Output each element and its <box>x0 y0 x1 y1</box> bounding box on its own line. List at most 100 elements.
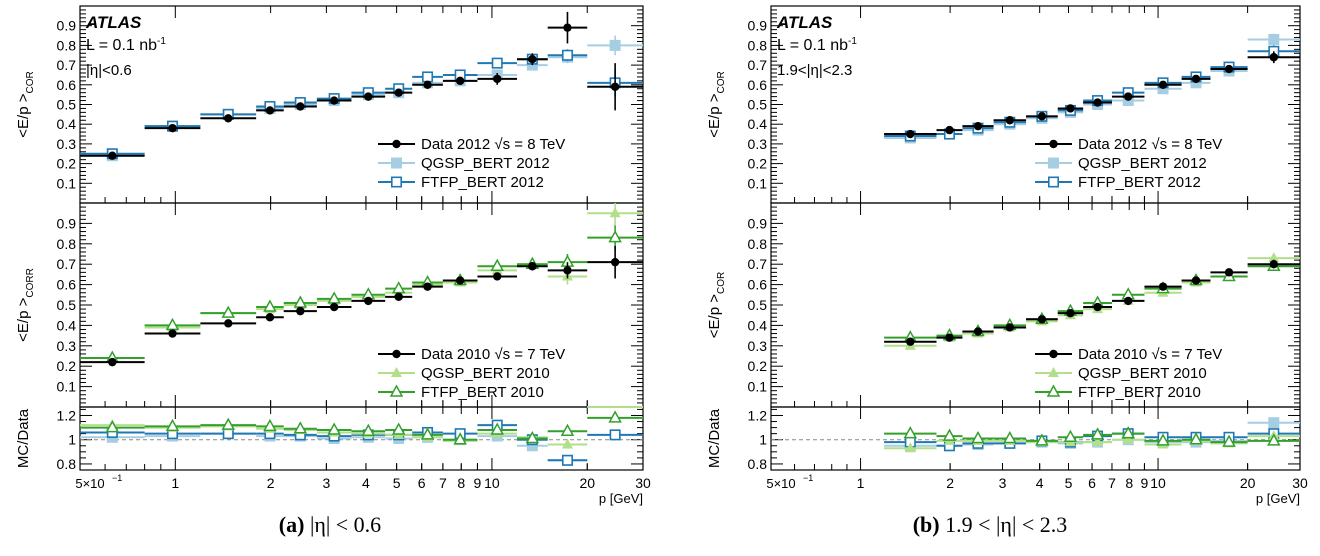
legend-marker <box>1048 157 1059 169</box>
data-point <box>973 327 983 336</box>
data-point <box>945 333 954 342</box>
legend: Data 2012 √s = 8 TeV QGSP_BERT 2012 FTFP_B… <box>378 136 565 191</box>
data-point <box>609 39 621 51</box>
data-point <box>906 129 915 139</box>
data-point <box>1005 323 1015 332</box>
y-tick-label: 0.8 <box>748 456 768 472</box>
y-tick-label: 0.1 <box>57 175 77 191</box>
series-Data 2012 √s = 8 TeV <box>80 11 643 160</box>
x-tick-label: 6 <box>418 475 426 491</box>
legend-marker <box>390 176 402 188</box>
data-point <box>608 410 622 423</box>
x-tick-label: 10 <box>1150 475 1166 491</box>
data-point <box>1189 432 1203 445</box>
y-tick-label: 1.2 <box>748 407 768 423</box>
data-point <box>493 74 502 84</box>
x-tick-label: 4 <box>362 475 370 491</box>
legend-marker <box>1048 176 1060 188</box>
data-point <box>971 430 985 444</box>
data-point <box>1267 433 1281 446</box>
data-point <box>1224 64 1234 74</box>
y-tick-label: 0.3 <box>748 136 768 152</box>
subfigure-0: 0.10.20.30.40.50.60.70.80.9<E/p >CORData… <box>15 5 651 506</box>
legend-label: QGSP_BERT 2012 <box>1078 155 1207 172</box>
y-tick-label: 0.7 <box>57 256 77 272</box>
data-point <box>491 57 503 69</box>
data-point <box>221 417 236 430</box>
y-tick-label: 0.8 <box>748 236 768 252</box>
data-point <box>108 151 117 160</box>
data-point <box>525 430 540 444</box>
y-tick-label: 1 <box>68 432 76 448</box>
y-axis-label-sub: COR <box>716 71 727 93</box>
luminosity-exponent: -1 <box>157 36 166 47</box>
data-point <box>1093 98 1102 107</box>
panel-0-2: 0.8 1 1.2 MC/Data <box>15 406 644 472</box>
data-point <box>420 427 435 440</box>
legend-marker <box>391 367 402 377</box>
data-point <box>455 76 465 86</box>
y-tick-label: 0.1 <box>748 379 768 395</box>
luminosity-label: L = 0.1 nb-1 <box>86 36 166 54</box>
x-tick-label: 5×10 <box>766 476 795 491</box>
y-axis-label-main: <E/p > <box>706 93 723 137</box>
x-tick-label: 8 <box>1125 475 1133 491</box>
panel-frame <box>770 202 1301 408</box>
atlas-label: ATLAS <box>85 13 142 32</box>
data-point <box>364 296 373 306</box>
y-tick-label: 0.1 <box>748 175 768 191</box>
series-QGSP_BERT 2012 <box>884 33 1300 144</box>
y-tick-label: 0.9 <box>57 215 77 231</box>
data-point <box>609 207 621 218</box>
y-tick-label: 0.5 <box>748 97 768 113</box>
data-point <box>263 299 277 312</box>
y-axis-label: MC/Data <box>15 408 32 468</box>
y-tick-label: 0.4 <box>748 317 768 333</box>
series-Data 2010 √s = 7 TeV <box>884 260 1300 346</box>
y-tick-label: 0.8 <box>57 236 77 252</box>
data-point <box>296 102 305 111</box>
data-point <box>361 423 376 436</box>
data-point <box>364 92 373 101</box>
data-point <box>1066 104 1075 113</box>
y-tick-label: 0.7 <box>57 57 77 73</box>
data-point <box>1037 315 1047 324</box>
y-tick-label: 0.6 <box>57 77 77 93</box>
data-point <box>165 418 180 432</box>
data-point <box>561 438 573 449</box>
data-point <box>1121 426 1135 439</box>
series-Data 2010 √s = 7 TeV <box>80 245 643 367</box>
data-point <box>394 88 403 97</box>
y-tick-label: 0.7 <box>748 256 768 272</box>
data-point <box>1124 296 1133 306</box>
series-Data 2012 √s = 8 TeV <box>884 51 1300 139</box>
y-tick-label: 0.4 <box>57 116 77 132</box>
data-point <box>610 257 620 267</box>
eta-range-label: 1.9<|η|<2.3 <box>777 62 852 79</box>
data-point <box>904 442 916 453</box>
x-tick-label: 3 <box>999 475 1007 491</box>
legend-marker <box>1046 384 1061 397</box>
data-point <box>945 125 954 135</box>
data-point <box>168 329 177 338</box>
data-point <box>1003 430 1017 444</box>
legend-marker <box>1049 349 1058 359</box>
luminosity-label: L = 0.1 nb-1 <box>777 36 857 54</box>
legend-label: FTFP_BERT 2012 <box>1078 174 1201 191</box>
y-tick-label: 0.6 <box>748 277 768 293</box>
y-tick-label: 0.9 <box>57 18 77 34</box>
data-point <box>327 422 341 435</box>
panel-1-1: 0.1 0.2 0.3 0.4 0.5 0.6 0.7 0.8 0.9 <E/p >COR Data… <box>706 202 1301 408</box>
y-axis-label-sub: CORR <box>25 268 36 297</box>
x-tick-label: 6 <box>1088 475 1096 491</box>
data-point <box>1063 429 1078 443</box>
y-tick-label: 0.8 <box>748 37 768 53</box>
legend-marker <box>391 157 402 169</box>
y-tick-label: 0.8 <box>57 37 77 53</box>
data-point <box>105 420 120 433</box>
data-point <box>1191 74 1201 84</box>
data-point <box>609 429 621 441</box>
legend: Data 2010 √s = 7 TeV QGSP_BERT 2010 FTFP_B… <box>1035 346 1222 401</box>
panel-0-0: 0.1 0.2 0.3 0.4 0.5 0.6 0.7 0.8 0.9 <E/p >COR Data… <box>15 5 644 204</box>
y-axis-label: <E/p >COR <box>706 272 727 338</box>
